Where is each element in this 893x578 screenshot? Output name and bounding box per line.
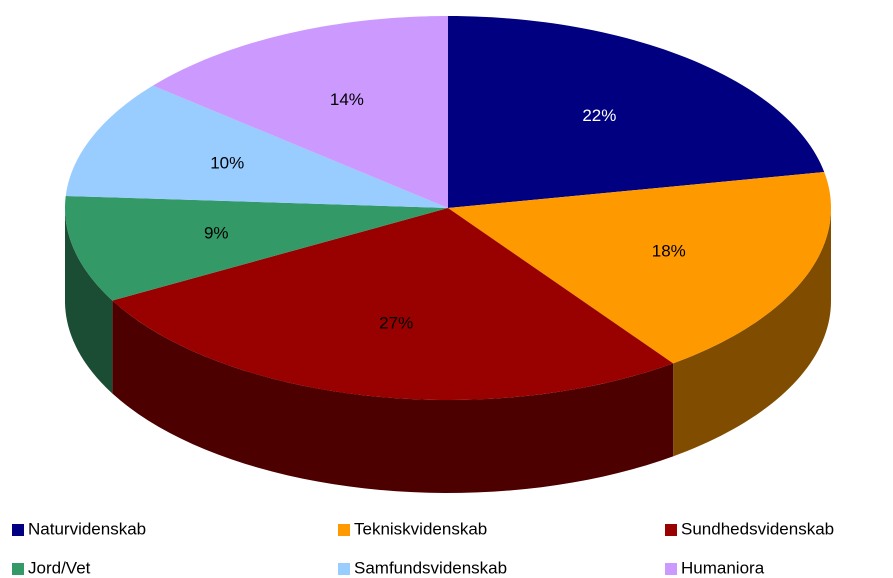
slice-side <box>65 208 113 394</box>
slice <box>65 195 448 301</box>
legend-label: Naturvidenskab <box>28 519 146 538</box>
data-label: 18% <box>652 241 686 260</box>
legend-label: Tekniskvidenskab <box>354 519 487 538</box>
data-label: 27% <box>379 314 413 333</box>
legend-swatch <box>338 563 350 575</box>
legend-label: Humaniora <box>681 558 765 577</box>
data-label: 22% <box>582 106 616 125</box>
data-label: 14% <box>330 90 364 109</box>
legend-swatch <box>12 524 24 536</box>
slice <box>65 85 448 208</box>
data-label: 10% <box>210 154 244 173</box>
legend-swatch <box>665 524 677 536</box>
slice-side <box>112 300 674 493</box>
slice-side <box>673 208 831 457</box>
legend-label: Samfundsvidenskab <box>354 558 507 577</box>
slice <box>112 208 674 400</box>
legend-swatch <box>665 563 677 575</box>
legend-label: Jord/Vet <box>28 558 91 577</box>
slice <box>152 16 448 208</box>
legend-swatch <box>338 524 350 536</box>
slice <box>448 16 825 208</box>
slice <box>448 172 831 364</box>
data-label: 9% <box>204 223 229 242</box>
legend-label: Sundhedsvidenskab <box>681 519 834 538</box>
legend-swatch <box>12 563 24 575</box>
